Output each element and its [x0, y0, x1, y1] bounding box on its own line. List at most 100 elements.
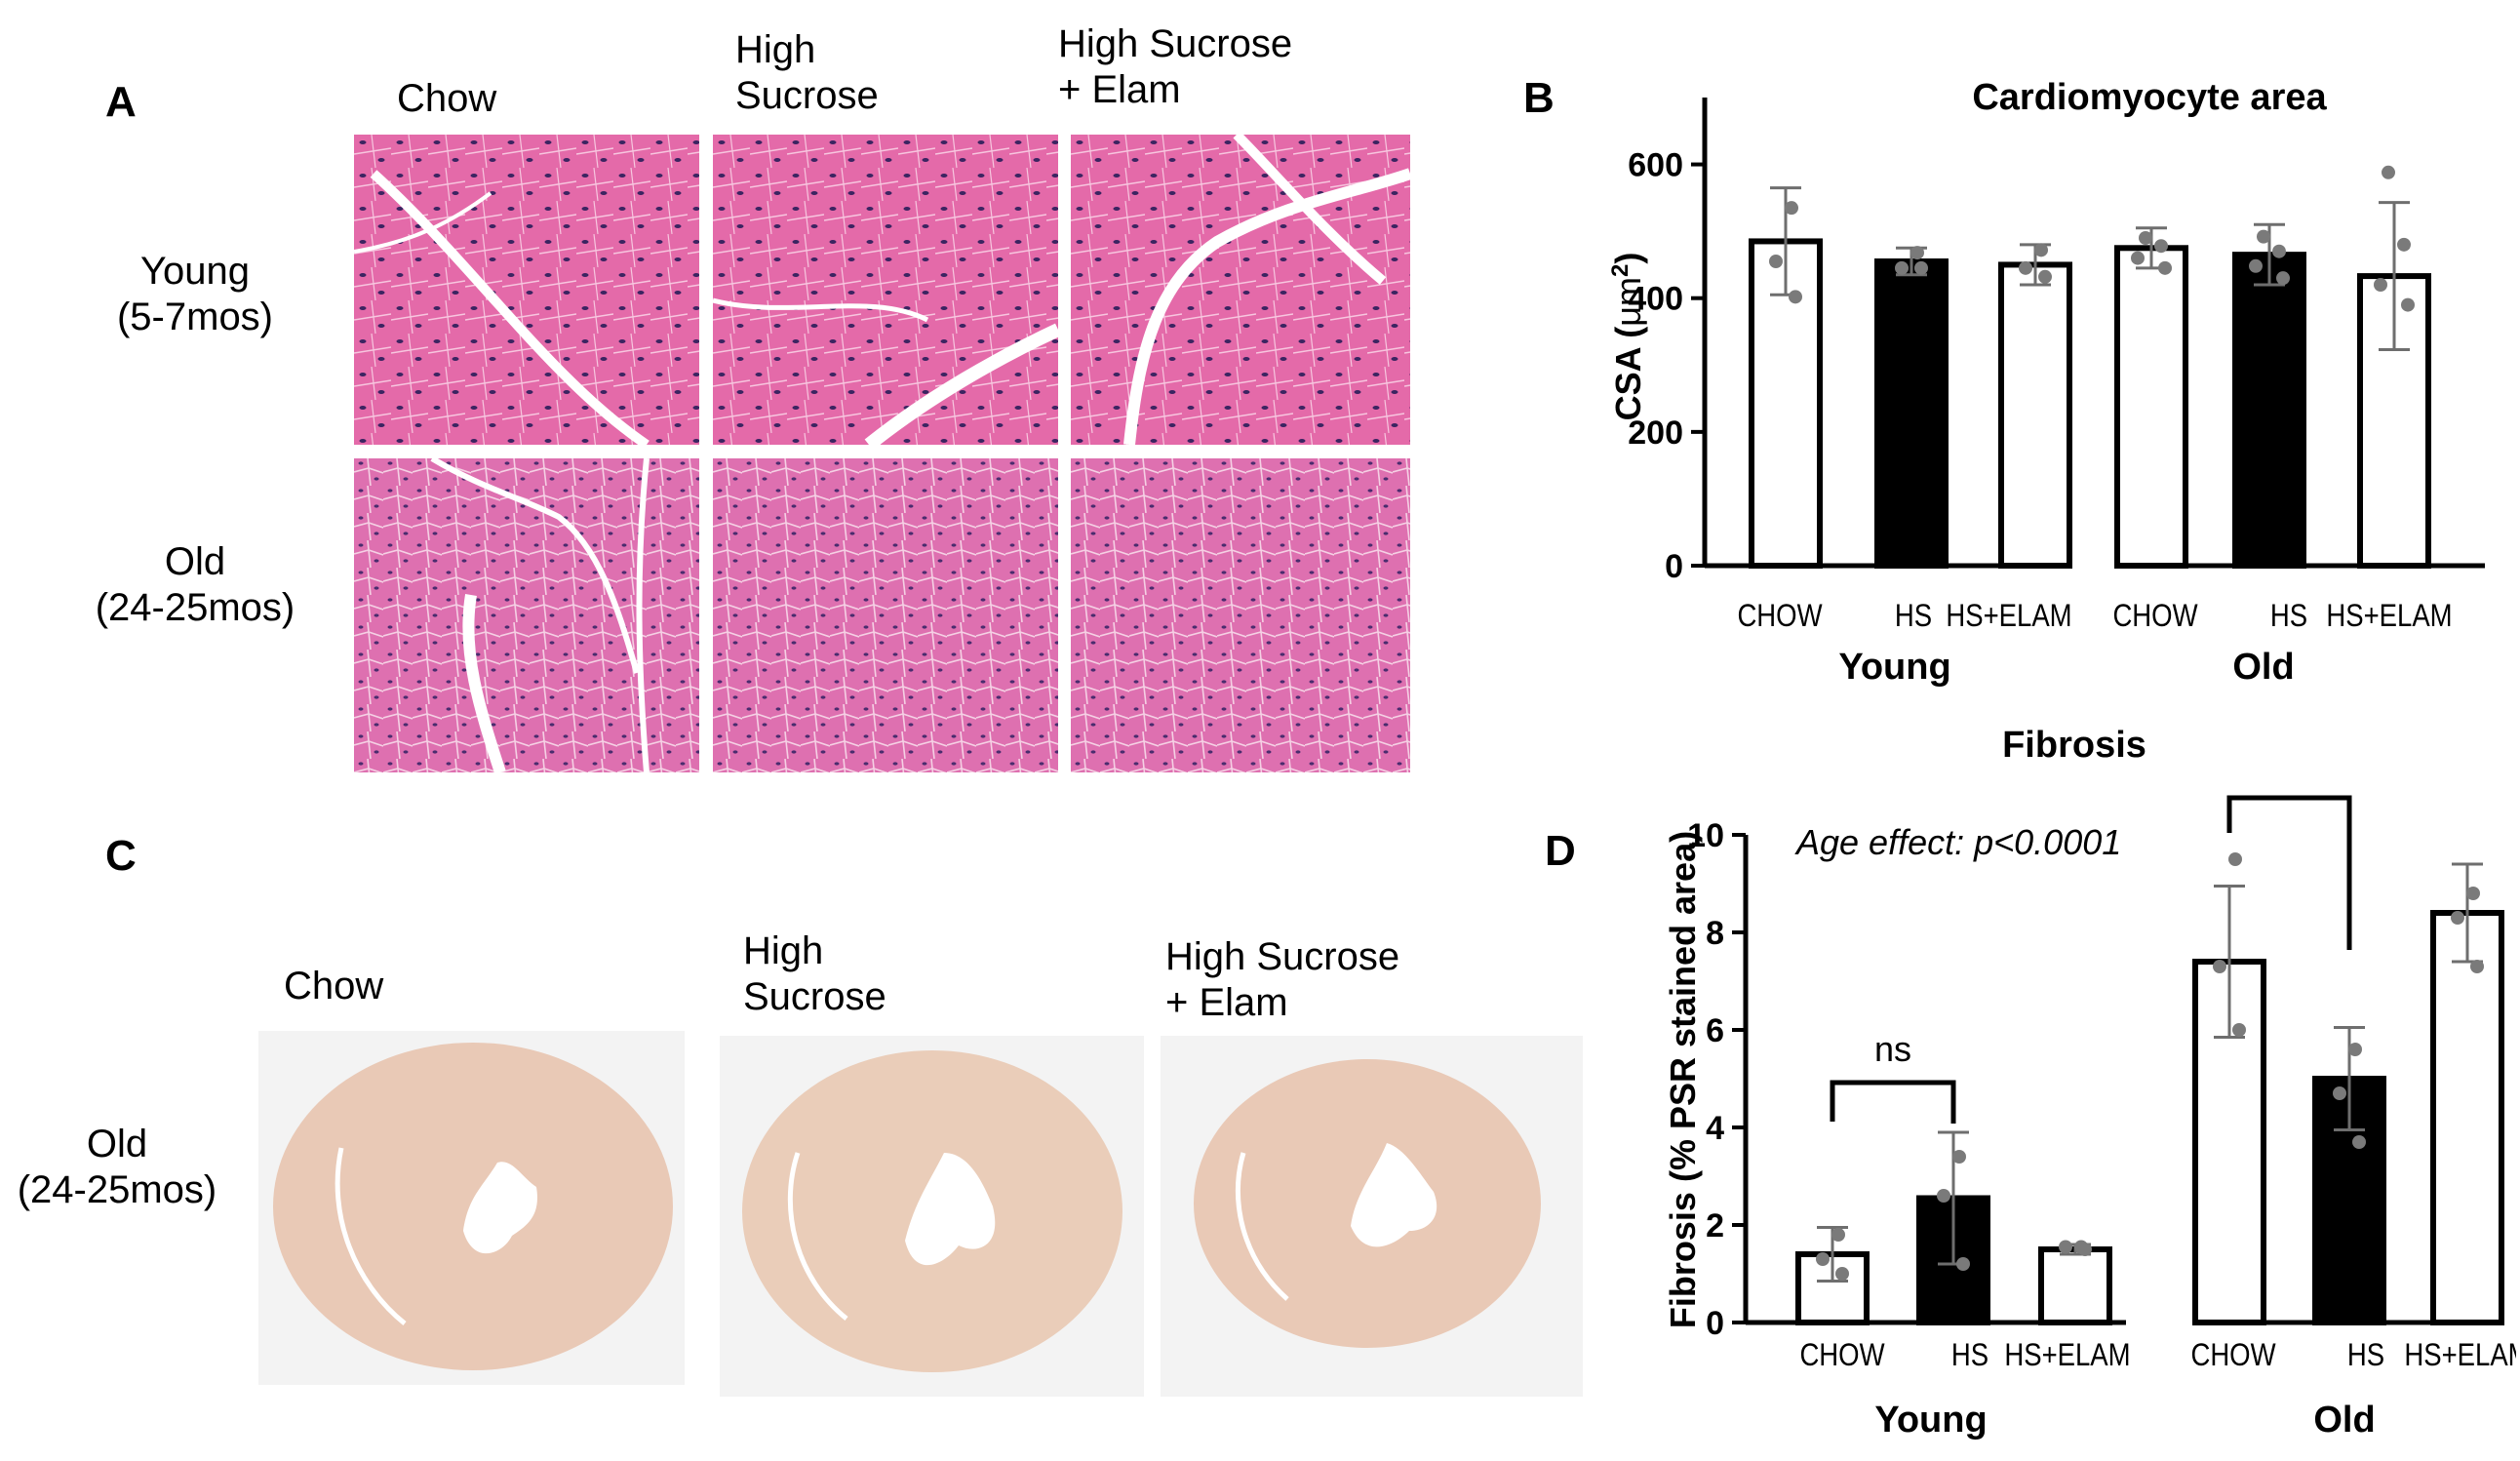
y-tick-label: 6 — [1706, 1012, 1724, 1049]
y-axis-label-part: CSA ( — [1608, 327, 1648, 421]
significance-bracket — [1830, 1080, 1956, 1124]
y-axis-label-part: 2 — [1607, 264, 1634, 277]
panel-a-column-high-sucrose-elam: High Sucrose + Elam — [1058, 22, 1293, 111]
x-group-label: Young — [1838, 647, 1950, 688]
chart-title: Fibrosis — [2002, 725, 2146, 766]
heart-section — [273, 1043, 673, 1370]
data-point — [2397, 237, 2411, 252]
data-point — [2154, 239, 2168, 254]
y-tick-label: 0 — [1706, 1305, 1724, 1342]
y-axis-label-part: μm — [1608, 277, 1648, 327]
he-image-young-chow — [354, 135, 699, 445]
x-category-label: CHOW — [2112, 599, 2198, 633]
psr-image-old-chow — [258, 1031, 685, 1385]
data-point — [2232, 1023, 2246, 1037]
x-category-label: HS — [1951, 1338, 1988, 1372]
x-category-label: HS+ELAM — [2004, 1338, 2130, 1372]
data-point — [2352, 1135, 2366, 1149]
tissue-texture — [1071, 458, 1410, 772]
data-point — [2382, 165, 2395, 179]
tissue-texture — [713, 135, 1058, 445]
x-group-label: Old — [2313, 1400, 2375, 1441]
tissue-texture — [1071, 135, 1410, 445]
chart-title: Cardiomyocyte area — [1972, 77, 2327, 118]
y-tick-label: 200 — [1628, 415, 1683, 452]
he-image-old-chow — [354, 458, 699, 772]
y-tick-label: 2 — [1706, 1207, 1724, 1244]
x-category-label: HS+ELAM — [2404, 1338, 2516, 1372]
x-category-label: CHOW — [2190, 1338, 2276, 1372]
x-group-label: Young — [1874, 1400, 1987, 1441]
x-category-label: HS — [2347, 1338, 2384, 1372]
y-tick-label: 4 — [1706, 1110, 1724, 1147]
psr-image-old-high-sucrose — [720, 1036, 1144, 1397]
x-group-label: Old — [2232, 647, 2294, 688]
y-tick-label: 400 — [1628, 281, 1683, 318]
data-point — [2466, 887, 2480, 900]
bar-old-chow — [2192, 959, 2266, 1325]
panel-a-row-old: Old (24-25mos) — [95, 540, 295, 629]
heart-section — [742, 1050, 1122, 1372]
y-tick-label: 0 — [1665, 548, 1683, 585]
data-point — [2401, 297, 2415, 312]
data-point — [2333, 1086, 2346, 1100]
data-point — [2038, 269, 2052, 284]
data-point — [2257, 229, 2270, 244]
data-point — [1895, 260, 1909, 275]
bar-old-hs-elam — [2430, 910, 2504, 1325]
panel-c-column-chow: Chow — [284, 965, 384, 1007]
data-point — [2158, 260, 2172, 275]
panel-letter-d: D — [1545, 827, 1576, 875]
x-category-label: HS — [1895, 599, 1932, 633]
data-point — [2249, 258, 2263, 273]
data-point — [2348, 1043, 2362, 1056]
y-tick-label: 600 — [1628, 147, 1683, 184]
y-axis-label-part: ) — [1608, 253, 1648, 264]
tissue-texture — [354, 135, 699, 445]
x-category-label: CHOW — [1737, 599, 1823, 633]
data-point — [2276, 271, 2290, 286]
panel-letter-a: A — [105, 78, 137, 126]
data-point — [1816, 1252, 1830, 1266]
y-axis-label: CSA (μm2) — [1607, 253, 1649, 421]
panel-a-row-young: Young (5-7mos) — [116, 250, 274, 338]
chart-b-cardiomyocyte-area: Cardiomyocyte area 0 200 400 600 CSA (μm2) CHO… — [1607, 77, 2485, 688]
bar-young-hs-elam — [2038, 1246, 2112, 1325]
panel-letter-b: B — [1523, 74, 1555, 122]
data-point — [1789, 290, 1802, 304]
data-point — [1910, 246, 1924, 260]
he-image-young-high-sucrose-elam — [1071, 135, 1410, 445]
data-point — [2228, 852, 2242, 866]
x-category-label: HS+ELAM — [2326, 599, 2452, 633]
stat-annotation: Age effect: p<0.0001 — [1794, 822, 2121, 862]
data-point — [1952, 1150, 1966, 1164]
data-point — [2139, 231, 2152, 245]
bar-young-hs-elam — [1998, 261, 2072, 570]
panel-a-column-high-sucrose: High Sucrose — [735, 28, 879, 117]
data-point — [1831, 1228, 1845, 1242]
psr-image-old-high-sucrose-elam — [1161, 1036, 1583, 1397]
data-point — [2451, 911, 2464, 925]
data-point — [1937, 1189, 1950, 1203]
he-image-old-high-sucrose — [713, 458, 1058, 772]
data-point — [2019, 260, 2032, 275]
he-image-old-high-sucrose-elam — [1071, 458, 1410, 772]
x-category-label: HS+ELAM — [1946, 599, 2071, 633]
data-point — [2213, 960, 2226, 973]
panel-letter-c: C — [105, 832, 137, 880]
he-image-young-high-sucrose — [713, 135, 1058, 445]
bar-old-hs-elam — [2357, 273, 2431, 569]
panel-a-column-chow: Chow — [397, 77, 497, 120]
data-point — [2131, 251, 2145, 265]
tissue-texture — [354, 458, 699, 772]
y-tick-label: 8 — [1706, 915, 1724, 952]
x-category-label: CHOW — [1799, 1338, 1885, 1372]
data-point — [1835, 1267, 1849, 1281]
data-point — [1956, 1257, 1970, 1271]
data-point — [1914, 260, 1928, 275]
data-point — [1769, 255, 1783, 268]
significance-label: ns — [1874, 1029, 1911, 1069]
heart-section — [1194, 1059, 1541, 1348]
panel-c-column-high-sucrose-elam: High Sucrose + Elam — [1165, 935, 1400, 1024]
